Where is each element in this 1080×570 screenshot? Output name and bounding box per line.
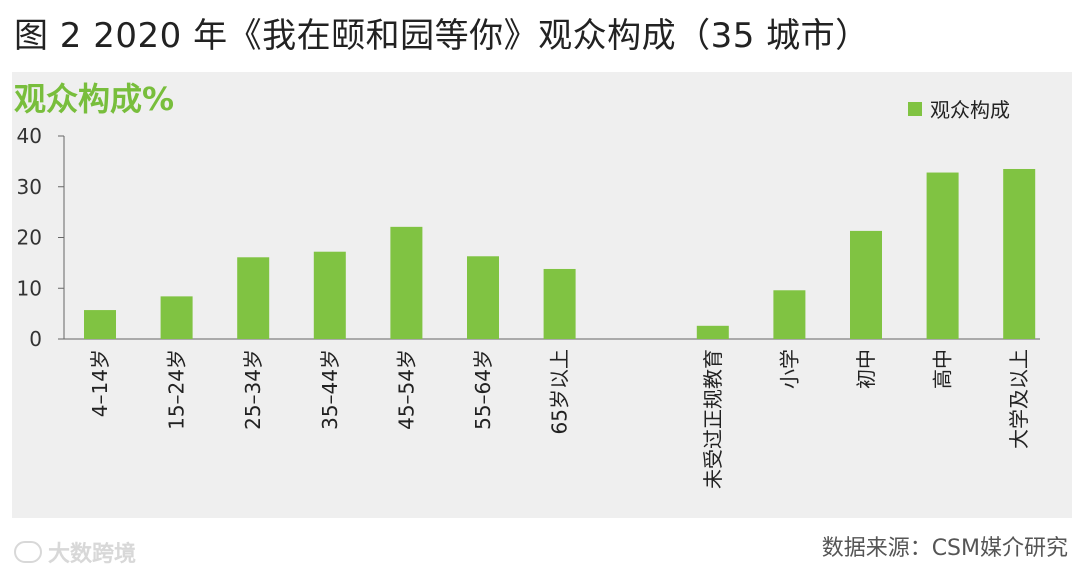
- y-tick-label-4: 40: [17, 124, 42, 148]
- x-tick-label-12: 大学及以上: [1007, 349, 1031, 449]
- source-note: 数据来源：CSM媒介研究: [821, 536, 1068, 561]
- chart-title: 图 2 2020 年《我在颐和园等你》观众构成（35 城市）: [14, 16, 870, 56]
- bar-12: [1003, 168, 1036, 339]
- bar-6: [543, 268, 576, 339]
- bar-4: [390, 226, 423, 339]
- y-axis-label: 观众构成%: [14, 80, 175, 118]
- x-tick-label-5: 55–64岁: [471, 349, 495, 430]
- y-tick-label-3: 30: [17, 175, 42, 199]
- watermark-logo-icon: [14, 541, 42, 563]
- x-tick-label-10: 初中: [854, 349, 878, 389]
- legend-swatch: [908, 101, 922, 116]
- bar-8: [696, 325, 729, 339]
- x-tick-label-2: 25–34岁: [241, 349, 265, 430]
- bar-0: [84, 310, 116, 339]
- y-tick-label-0: 0: [29, 327, 42, 351]
- x-tick-label-1: 15–24岁: [165, 349, 189, 430]
- x-tick-label-8: 未受过正规教育: [701, 349, 725, 489]
- bar-3: [313, 251, 346, 339]
- x-tick-label-11: 高中: [931, 349, 955, 389]
- bar-2: [237, 257, 270, 339]
- chart-panel: [12, 72, 1072, 518]
- watermark-text: 大数跨境: [48, 542, 137, 567]
- bar-10: [850, 230, 882, 339]
- x-tick-label-3: 35–44岁: [318, 349, 342, 430]
- legend: 观众构成: [908, 94, 1010, 123]
- x-tick-label-9: 小学: [777, 349, 801, 389]
- bar-5: [467, 256, 499, 339]
- watermark: 大数跨境: [14, 536, 136, 568]
- x-tick-label-4: 45–54岁: [394, 349, 418, 430]
- y-tick-label-1: 10: [17, 276, 42, 300]
- bar-11: [926, 172, 959, 339]
- bar-1: [160, 296, 193, 339]
- x-tick-label-0: 4–14岁: [88, 349, 112, 417]
- y-tick-label-2: 20: [17, 226, 42, 250]
- bar-9: [773, 290, 806, 339]
- x-tick-label-6: 65岁以上: [548, 349, 572, 434]
- legend-label: 观众构成: [930, 98, 1010, 122]
